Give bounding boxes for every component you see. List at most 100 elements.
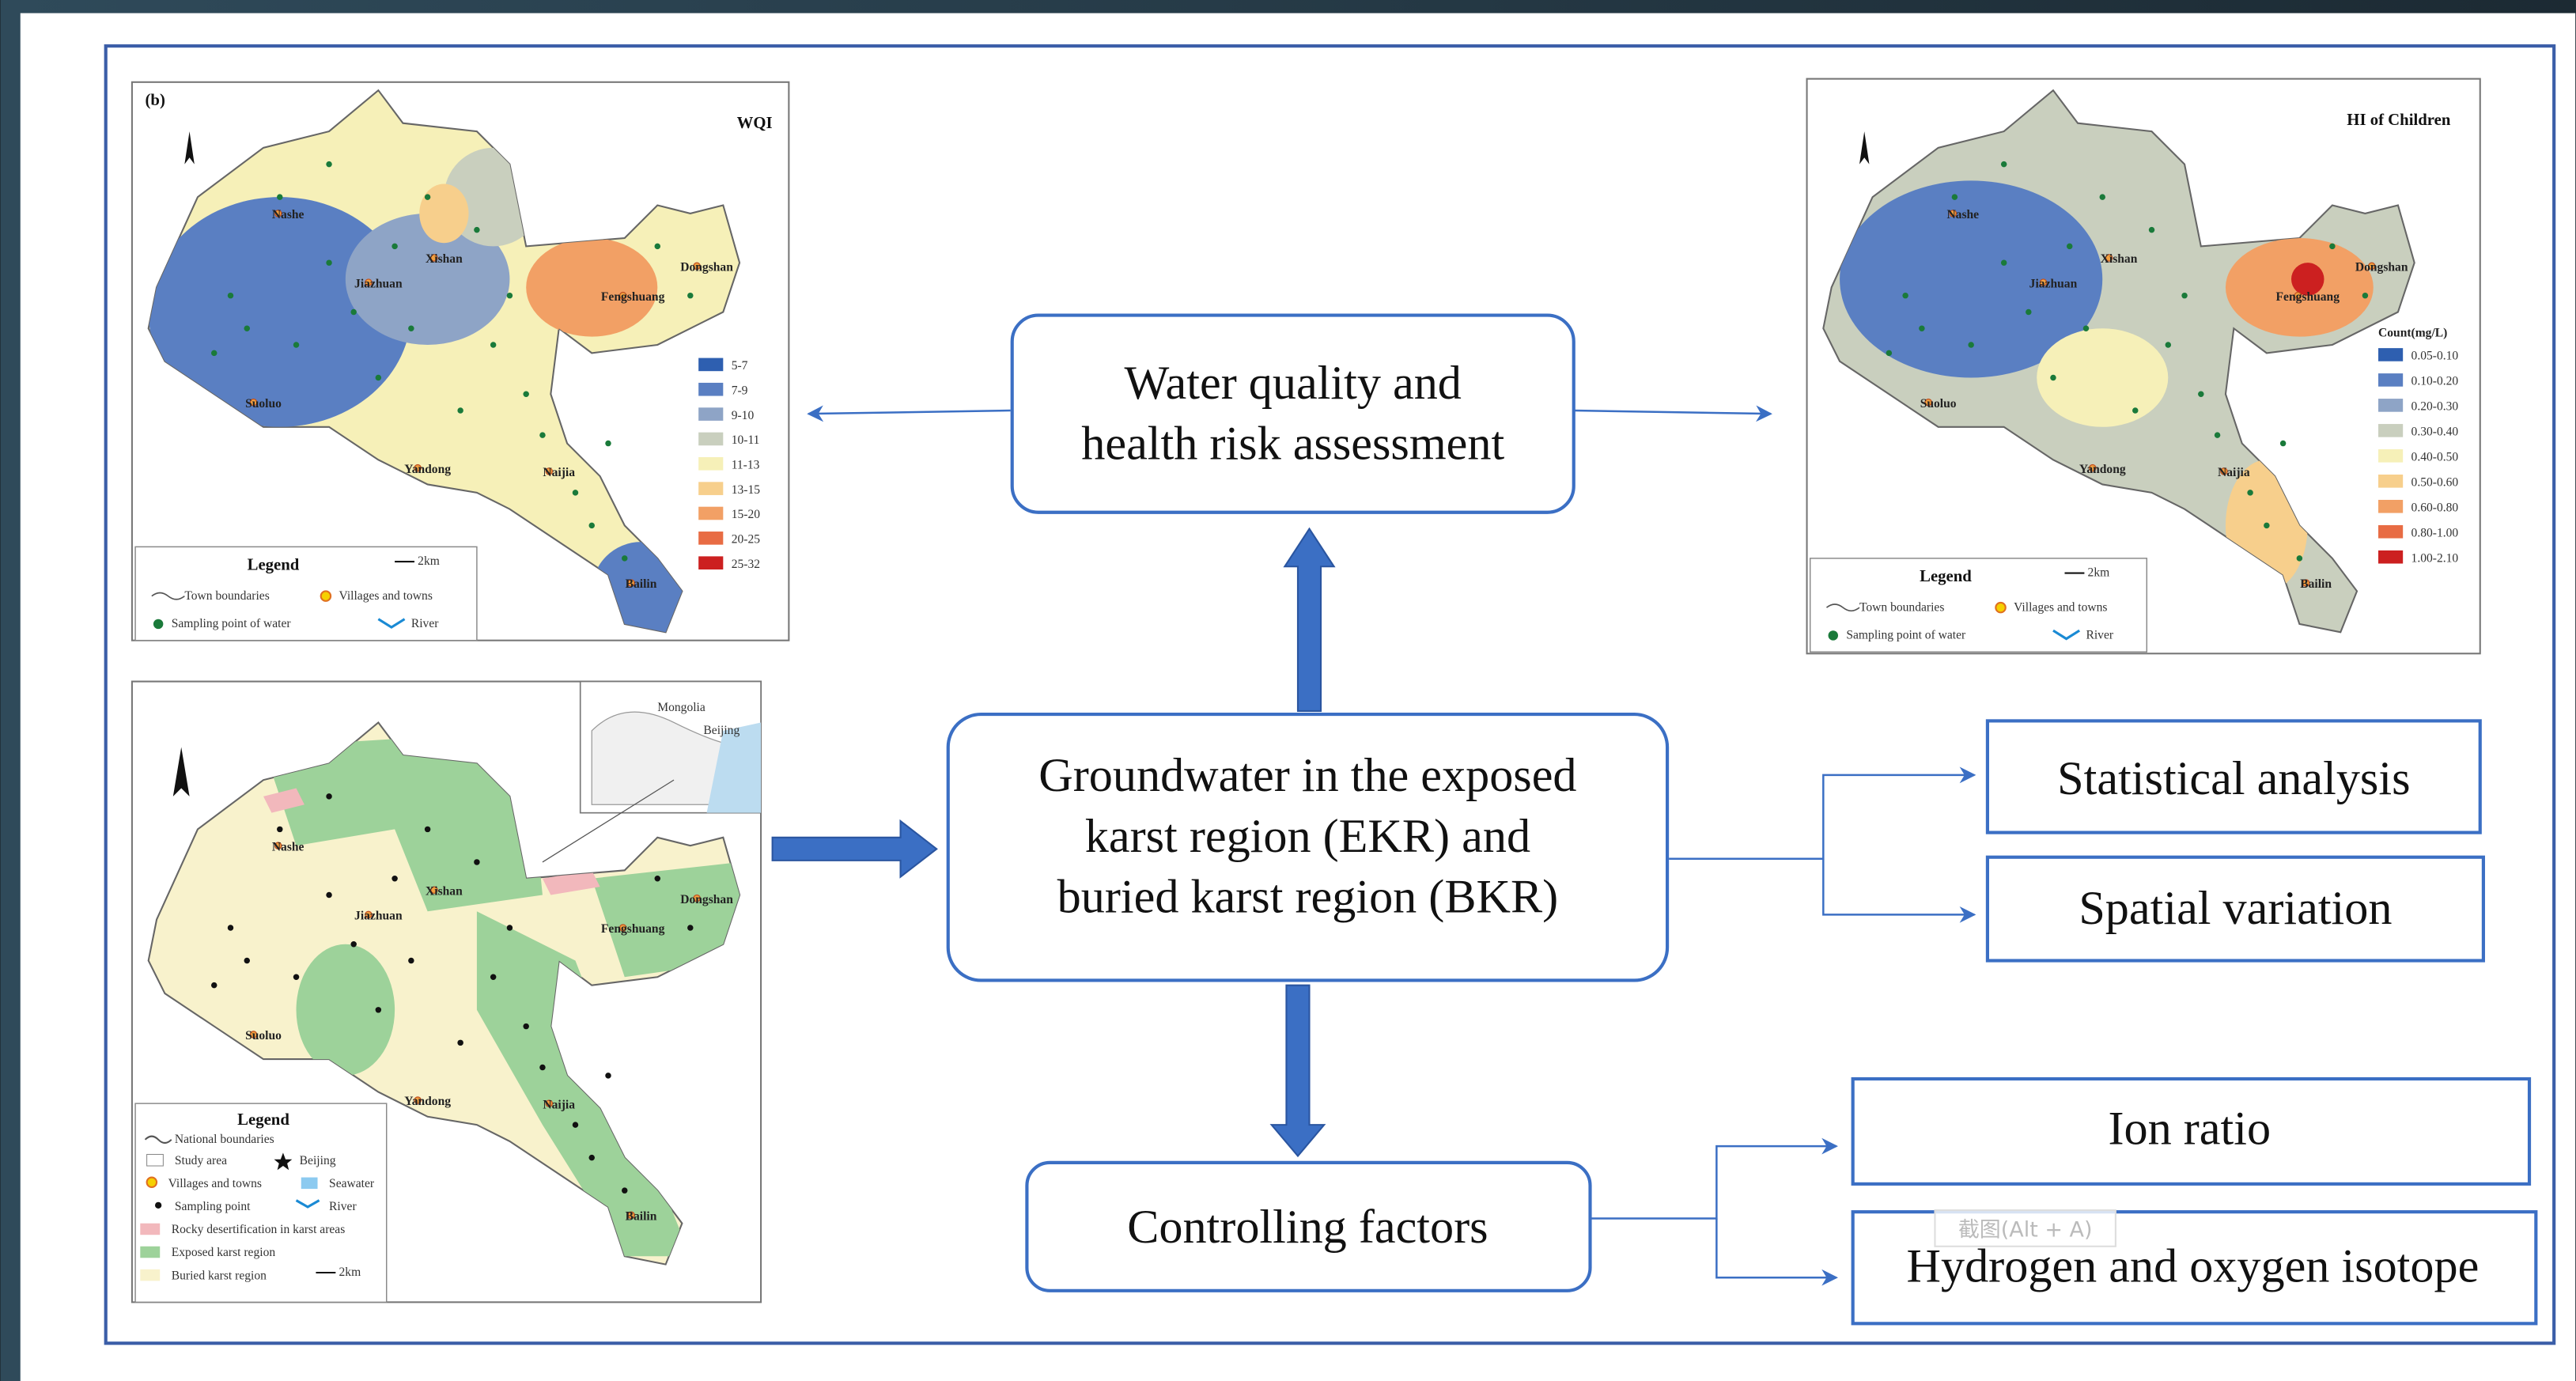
- legend-symbol: [320, 590, 332, 602]
- place-name: Yandong: [404, 463, 451, 476]
- spatial-box: [1985, 855, 2485, 963]
- town-marker: [365, 278, 373, 286]
- town-marker: [627, 1211, 635, 1220]
- sampling-point: [2181, 292, 2188, 299]
- place-name: Naijia: [543, 466, 575, 479]
- sampling-point: [326, 793, 332, 800]
- class-swatch: [2378, 499, 2404, 513]
- place-name: Bailin: [626, 577, 657, 591]
- sampling-point: [2214, 432, 2221, 438]
- scale-label: 2km: [418, 554, 440, 568]
- watermark-bg: [1934, 1209, 2116, 1247]
- arrow-down: [1269, 984, 1326, 1158]
- north-arrow: [184, 131, 195, 165]
- town-marker: [545, 467, 554, 475]
- place-name: Yandong: [2079, 463, 2126, 476]
- class-label: 0.50-0.60: [2411, 476, 2459, 490]
- scale-label: 2km: [339, 1266, 361, 1279]
- class-label: 9-10: [732, 409, 755, 422]
- sampling-point: [350, 308, 357, 316]
- sampling-point: [572, 490, 579, 496]
- class-swatch: [698, 506, 724, 520]
- town-marker: [249, 398, 258, 407]
- sampling-point: [2000, 259, 2007, 266]
- town-marker: [693, 262, 701, 271]
- town-marker: [365, 910, 373, 919]
- sampling-point: [457, 407, 463, 414]
- class-swatch: [698, 456, 724, 471]
- assessment-text: health risk assessment: [1081, 418, 1504, 471]
- groundwater-box: [946, 713, 1670, 982]
- class-swatch: [698, 407, 724, 421]
- sampling-point: [408, 325, 414, 331]
- town-marker: [274, 842, 282, 849]
- legend-label: Exposed karst region: [172, 1246, 276, 1259]
- legend-title: Legend: [1920, 568, 1972, 585]
- legend-label: Study area: [175, 1154, 227, 1167]
- legend-label: River: [2086, 629, 2113, 642]
- place-name: Nashe: [272, 208, 305, 221]
- town-marker: [274, 210, 282, 218]
- class-swatch: [698, 382, 724, 396]
- sampling-point: [457, 1039, 463, 1046]
- legend-title: Legend: [248, 556, 300, 573]
- sampling-point: [588, 1154, 595, 1161]
- legend-symbol: [146, 1176, 158, 1189]
- place-name: Bailin: [2300, 577, 2332, 591]
- groundwater-text: buried karst region (BKR): [1057, 871, 1559, 924]
- sampling-point: [2247, 490, 2253, 496]
- sampling-point: [2148, 226, 2155, 233]
- sampling-point: [654, 243, 661, 250]
- statistical-box: [1985, 719, 2482, 834]
- legend-symbol: [140, 1269, 161, 1281]
- legend-symbol: [151, 592, 185, 600]
- legend-symbol: [1995, 601, 2007, 614]
- place-name: Jiazhuan: [354, 277, 403, 290]
- class-swatch: [698, 358, 724, 372]
- sampling-point: [687, 292, 694, 299]
- class-swatch: [698, 532, 724, 545]
- sampling-point: [539, 1064, 546, 1071]
- sampling-point: [326, 161, 332, 168]
- sampling-point: [622, 555, 628, 562]
- sampling-point: [1968, 342, 1974, 348]
- town-marker: [2294, 291, 2302, 300]
- place-name: Suoluo: [245, 397, 282, 411]
- class-label: 1.00-2.10: [2411, 551, 2459, 565]
- north-arrow: [172, 747, 190, 796]
- class-label: 15-20: [732, 508, 761, 521]
- sampling-point: [1951, 194, 1958, 200]
- legend-label: Villages and towns: [2014, 600, 2107, 614]
- sampling-point: [523, 1023, 529, 1030]
- sampling-point: [474, 226, 480, 233]
- class-label: 0.80-1.00: [2411, 526, 2459, 539]
- sampling-point: [293, 342, 300, 348]
- sampling-point: [293, 974, 300, 981]
- town-marker: [618, 291, 627, 300]
- inset-label: Mongolia: [657, 701, 705, 714]
- sampling-point: [392, 875, 398, 882]
- legend-symbol: [377, 618, 406, 629]
- class-swatch: [2378, 373, 2404, 387]
- place-name: Bailin: [626, 1210, 657, 1224]
- place-name: Xishan: [426, 252, 463, 266]
- sampling-point: [2198, 391, 2204, 398]
- legend-label: Town boundaries: [184, 589, 269, 603]
- town-marker: [414, 1096, 422, 1104]
- class-swatch: [2378, 524, 2404, 539]
- spatial-text: Spatial variation: [2079, 882, 2392, 935]
- sampling-point: [1919, 325, 1925, 331]
- sampling-point: [539, 432, 546, 438]
- statistical-text: Statistical analysis: [2057, 752, 2410, 805]
- sampling-point: [474, 859, 480, 865]
- legend-symbol: [153, 619, 164, 630]
- class-swatch: [2378, 424, 2404, 437]
- legend-box: [1809, 558, 2148, 653]
- legend-symbol: [274, 1152, 293, 1171]
- sampling-point: [2082, 325, 2090, 331]
- town-marker: [414, 463, 422, 472]
- class-swatch: [2378, 348, 2404, 361]
- legend-label: Beijing: [300, 1154, 336, 1167]
